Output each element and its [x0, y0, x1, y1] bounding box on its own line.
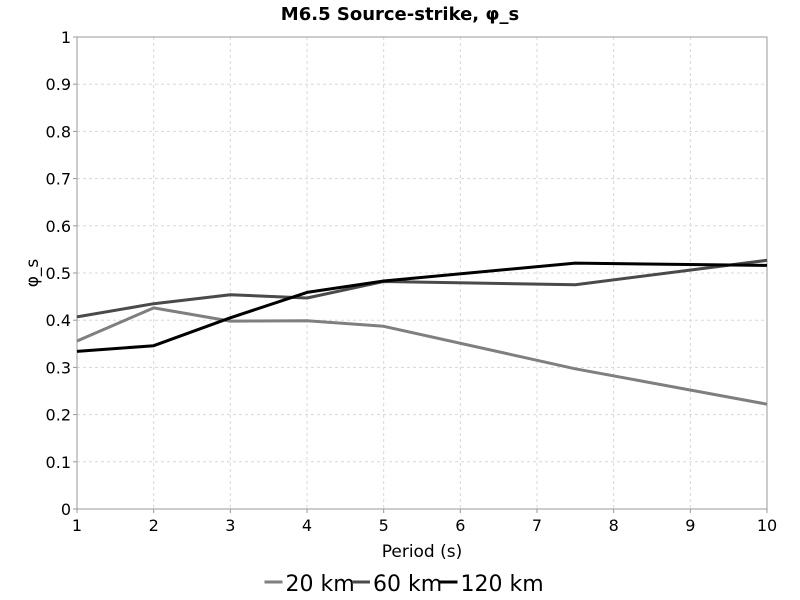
- y-tick-label: 0.1: [46, 453, 71, 472]
- x-axis: 1 2 3 4 5 6 7 8 9 10: [72, 509, 777, 535]
- x-tick-label: 8: [609, 516, 619, 535]
- series-line-2: [76, 261, 768, 353]
- y-axis-label: φ_s: [23, 259, 43, 288]
- legend-label: 60 km: [373, 572, 442, 597]
- legend-label: 20 km: [286, 572, 355, 597]
- y-tick-label: 0: [61, 500, 71, 519]
- legend-label: 120 km: [461, 572, 544, 597]
- series-line-0: [76, 306, 768, 406]
- y-tick-label: 0.8: [46, 122, 71, 141]
- y-tick-label: 1: [61, 28, 71, 47]
- y-tick-label: 0.3: [46, 358, 71, 377]
- y-tick-label: 0.2: [46, 406, 71, 425]
- series-line-1: [76, 258, 768, 319]
- y-tick-label: 0.7: [46, 170, 71, 189]
- legend: 20 km 60 km 120 km: [264, 572, 544, 597]
- x-tick-label: 10: [757, 516, 777, 535]
- series-group: [76, 258, 768, 406]
- x-axis-label: Period (s): [382, 542, 463, 562]
- y-axis: 0 0.1 0.2 0.3 0.4 0.5 0.6 0.7 0.8 0.9 1: [46, 28, 77, 519]
- y-tick-label: 0.4: [46, 311, 71, 330]
- x-tick-label: 5: [379, 516, 389, 535]
- x-tick-label: 9: [685, 516, 695, 535]
- x-tick-label: 3: [225, 516, 235, 535]
- y-tick-label: 0.6: [46, 217, 71, 236]
- x-tick-label: 1: [72, 516, 82, 535]
- y-tick-label: 0.5: [46, 264, 71, 283]
- x-tick-label: 7: [532, 516, 542, 535]
- x-tick-label: 4: [302, 516, 312, 535]
- chart-title: M6.5 Source-strike, φ_s: [281, 4, 519, 25]
- x-tick-label: 6: [455, 516, 465, 535]
- grid: [77, 37, 767, 509]
- y-tick-label: 0.9: [46, 75, 71, 94]
- x-tick-label: 2: [149, 516, 159, 535]
